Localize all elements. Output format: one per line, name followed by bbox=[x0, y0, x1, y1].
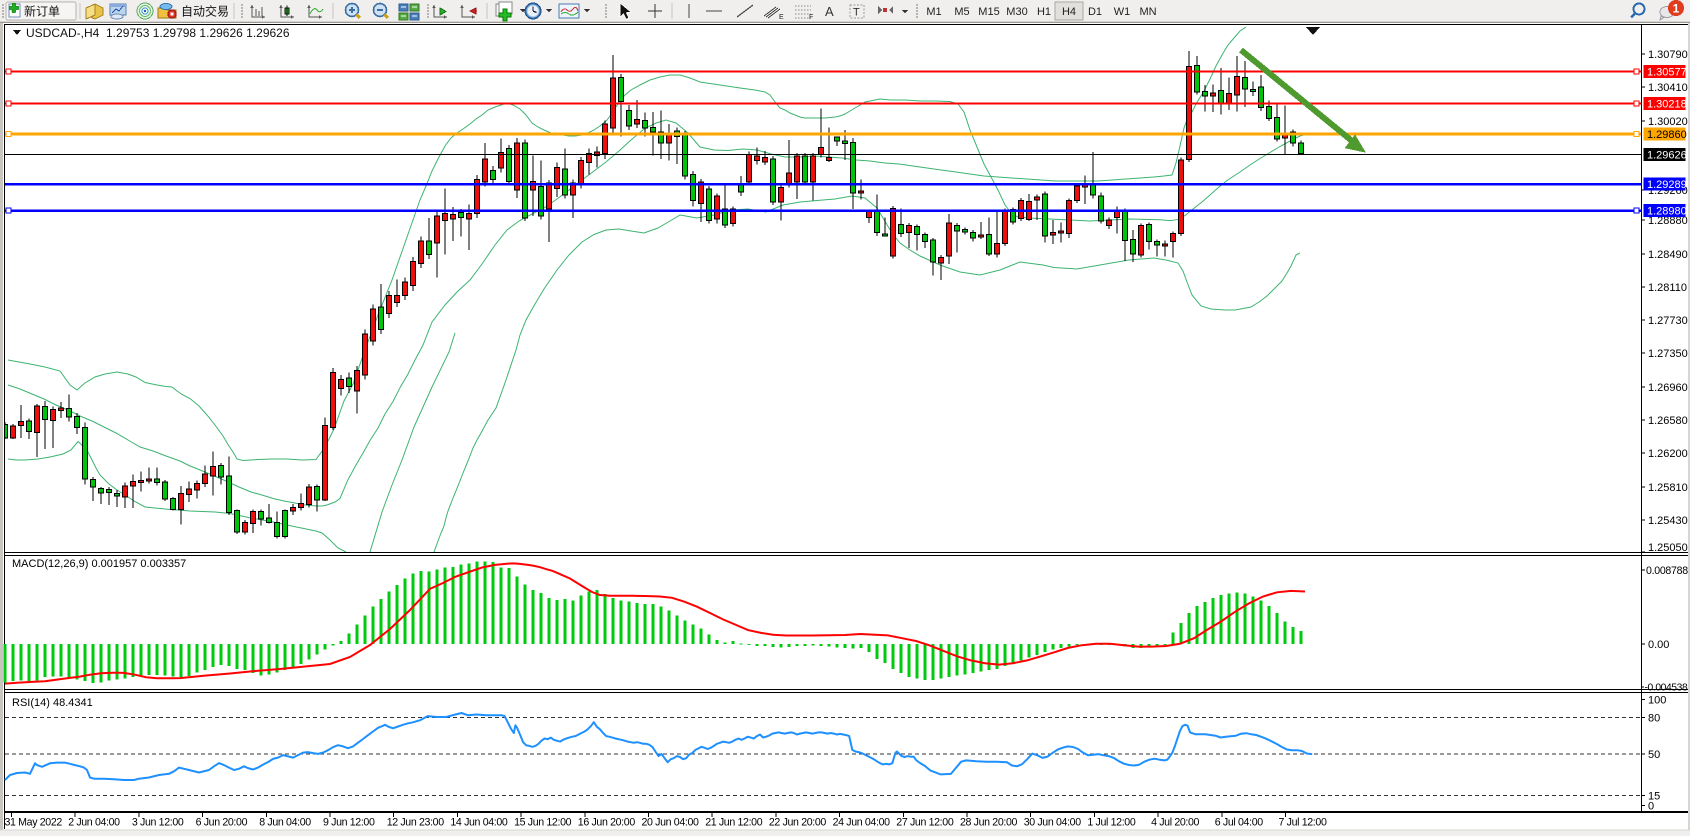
svg-text:H4: H4 bbox=[1062, 6, 1076, 18]
svg-text:14 Jun 04:00: 14 Jun 04:00 bbox=[450, 817, 508, 829]
svg-text:A: A bbox=[825, 4, 834, 19]
svg-text:F: F bbox=[809, 14, 813, 21]
svg-text:0.008788: 0.008788 bbox=[1646, 565, 1688, 577]
svg-text:1.30577: 1.30577 bbox=[1647, 67, 1687, 79]
svg-text:6 Jun 20:00: 6 Jun 20:00 bbox=[196, 817, 248, 829]
svg-text:15 Jun 12:00: 15 Jun 12:00 bbox=[514, 817, 572, 829]
svg-text:8 Jun 04:00: 8 Jun 04:00 bbox=[259, 817, 311, 829]
svg-text:50: 50 bbox=[1648, 749, 1660, 761]
svg-text:6 Jul 04:00: 6 Jul 04:00 bbox=[1215, 817, 1263, 829]
svg-text:28 Jun 20:00: 28 Jun 20:00 bbox=[960, 817, 1018, 829]
svg-text:1.25430: 1.25430 bbox=[1648, 515, 1688, 527]
svg-text:1.30020: 1.30020 bbox=[1648, 116, 1688, 128]
svg-text:1.26200: 1.26200 bbox=[1648, 448, 1688, 460]
svg-text:1.28880: 1.28880 bbox=[1648, 215, 1688, 227]
svg-text:1.29626: 1.29626 bbox=[1647, 150, 1687, 162]
svg-text:1.28980: 1.28980 bbox=[1647, 206, 1687, 218]
svg-text:M15: M15 bbox=[978, 6, 999, 18]
svg-text:USDCAD-,H4 1.29753 1.29798 1.: USDCAD-,H4 1.29753 1.29798 1.29626 1.296… bbox=[26, 26, 290, 40]
svg-text:9 Jun 12:00: 9 Jun 12:00 bbox=[323, 817, 375, 829]
svg-text:新订单: 新订单 bbox=[24, 4, 60, 19]
svg-text:30 Jun 04:00: 30 Jun 04:00 bbox=[1024, 817, 1082, 829]
svg-text:100: 100 bbox=[1648, 695, 1666, 707]
svg-text:12 Jun 23:00: 12 Jun 23:00 bbox=[387, 817, 445, 829]
svg-text:T: T bbox=[853, 7, 860, 19]
svg-text:31 May 2022: 31 May 2022 bbox=[5, 817, 63, 829]
svg-text:1.29860: 1.29860 bbox=[1647, 129, 1687, 141]
svg-text:80: 80 bbox=[1648, 713, 1660, 725]
svg-text:1.30790: 1.30790 bbox=[1648, 49, 1688, 61]
svg-text:15: 15 bbox=[1648, 790, 1660, 802]
svg-text:E: E bbox=[779, 14, 784, 21]
svg-text:自动交易: 自动交易 bbox=[181, 4, 229, 19]
svg-text:1.25050: 1.25050 bbox=[1648, 542, 1688, 554]
svg-text:27 Jun 12:00: 27 Jun 12:00 bbox=[896, 817, 954, 829]
svg-text:MN: MN bbox=[1139, 6, 1156, 18]
svg-text:1.29289: 1.29289 bbox=[1647, 179, 1687, 191]
svg-text:1.30410: 1.30410 bbox=[1648, 82, 1688, 94]
svg-text:1.28490: 1.28490 bbox=[1648, 249, 1688, 261]
svg-text:4 Jul 20:00: 4 Jul 20:00 bbox=[1151, 817, 1199, 829]
svg-text:20 Jun 04:00: 20 Jun 04:00 bbox=[642, 817, 700, 829]
svg-text:0.00: 0.00 bbox=[1648, 639, 1669, 651]
svg-text:24 Jun 04:00: 24 Jun 04:00 bbox=[833, 817, 891, 829]
svg-text:7 Jul 12:00: 7 Jul 12:00 bbox=[1279, 817, 1327, 829]
svg-text:1.28110: 1.28110 bbox=[1648, 282, 1687, 294]
svg-text:21 Jun 12:00: 21 Jun 12:00 bbox=[705, 817, 763, 829]
svg-text:2 Jun 04:00: 2 Jun 04:00 bbox=[68, 817, 120, 829]
svg-text:H1: H1 bbox=[1037, 6, 1051, 18]
svg-text:M30: M30 bbox=[1006, 6, 1027, 18]
svg-text:1 Jul 12:00: 1 Jul 12:00 bbox=[1087, 817, 1135, 829]
svg-text:MACD(12,26,9) 0.001957 0.00335: MACD(12,26,9) 0.001957 0.003357 bbox=[12, 558, 186, 570]
svg-text:W1: W1 bbox=[1114, 6, 1131, 18]
svg-text:1.27350: 1.27350 bbox=[1648, 348, 1688, 360]
svg-text:22 Jun 20:00: 22 Jun 20:00 bbox=[769, 817, 827, 829]
svg-text:M1: M1 bbox=[926, 6, 941, 18]
svg-text:M5: M5 bbox=[954, 6, 969, 18]
svg-text:1.25810: 1.25810 bbox=[1648, 482, 1688, 494]
svg-text:1.26580: 1.26580 bbox=[1648, 415, 1688, 427]
svg-text:RSI(14) 48.4341: RSI(14) 48.4341 bbox=[12, 697, 93, 709]
svg-text:3 Jun 12:00: 3 Jun 12:00 bbox=[132, 817, 184, 829]
svg-text:0: 0 bbox=[1648, 801, 1654, 813]
svg-text:1.30218: 1.30218 bbox=[1647, 99, 1687, 111]
svg-text:16 Jun 20:00: 16 Jun 20:00 bbox=[578, 817, 636, 829]
svg-text:1.26960: 1.26960 bbox=[1648, 382, 1688, 394]
svg-text:1.27730: 1.27730 bbox=[1648, 315, 1688, 327]
svg-text:D1: D1 bbox=[1088, 6, 1102, 18]
svg-text:1: 1 bbox=[1673, 2, 1680, 16]
svg-text:-0.004538: -0.004538 bbox=[1645, 683, 1688, 694]
